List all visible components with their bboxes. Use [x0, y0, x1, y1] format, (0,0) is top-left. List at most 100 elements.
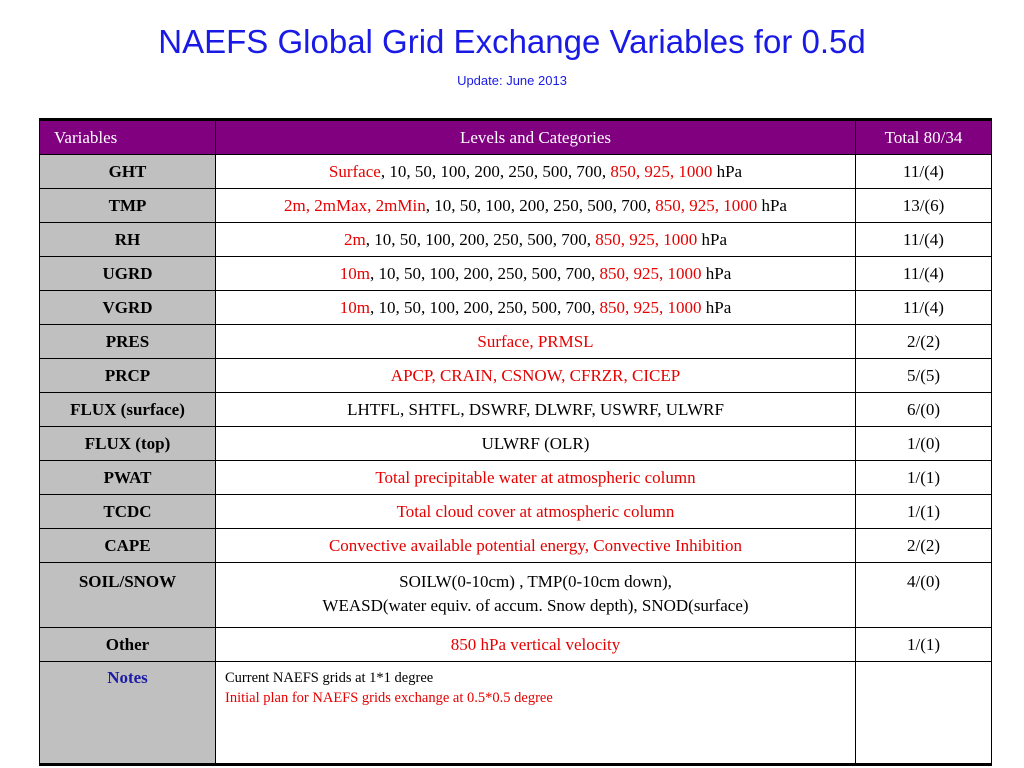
total-cell: 11/(4) [855, 256, 992, 291]
total-cell: 11/(4) [855, 222, 992, 257]
highlighted-text: 850, 925, 1000 [599, 297, 702, 317]
highlighted-text: APCP, CRAIN, CSNOW, CFRZR, CICEP [390, 365, 681, 385]
table-row: VGRD 10m, 10, 50, 100, 200, 250, 500, 700… [39, 290, 992, 325]
levels-cell: Surface, PRMSL [215, 324, 856, 359]
levels-cell: SOILW(0-10cm) , TMP(0-10cm down), WEASD(… [215, 562, 856, 628]
plain-text: hPa [712, 161, 743, 181]
levels-cell: Total precipitable water at atmospheric … [215, 460, 856, 495]
highlighted-text: Surface, PRMSL [477, 331, 594, 351]
levels-cell: 2m, 2mMax, 2mMin, 10, 50, 100, 200, 250,… [215, 188, 856, 223]
total-cell: 1/(0) [855, 426, 992, 461]
variable-cell: CAPE [39, 528, 216, 563]
highlighted-text: 850, 925, 1000 [655, 195, 758, 215]
plain-text: LHTFL, SHTFL, DSWRF, DLWRF, USWRF, ULWRF [347, 399, 724, 419]
table-row: PWAT Total precipitable water at atmosphe… [39, 460, 992, 495]
highlighted-text: 850, 925, 1000 [610, 161, 713, 181]
highlighted-text: 10m [339, 297, 370, 317]
total-cell: 5/(5) [855, 358, 992, 393]
highlighted-text: Surface [328, 161, 381, 181]
plain-text: , 10, 50, 100, 200, 250, 500, 700, [380, 161, 611, 181]
table-row-other: Other 850 hPa vertical velocity 1/(1) [39, 627, 992, 662]
levels-cell: APCP, CRAIN, CSNOW, CFRZR, CICEP [215, 358, 856, 393]
total-cell: 1/(1) [855, 460, 992, 495]
table-row: FLUX (top) ULWRF (OLR) 1/(0) [39, 426, 992, 461]
variable-cell: PRES [39, 324, 216, 359]
levels-cell: Total cloud cover at atmospheric column [215, 494, 856, 529]
plain-text: hPa [701, 263, 732, 283]
total-cell: 6/(0) [855, 392, 992, 427]
variable-cell: RH [39, 222, 216, 257]
notes-cell: Current NAEFS grids at 1*1 degree Initia… [215, 661, 856, 765]
table-row: GHT Surface, 10, 50, 100, 200, 250, 500, … [39, 154, 992, 189]
highlighted-text: Total cloud cover at atmospheric column [396, 501, 675, 521]
plain-text: , 10, 50, 100, 200, 250, 500, 700, [369, 297, 600, 317]
levels-line: WEASD(water equiv. of accum. Snow depth)… [322, 596, 749, 615]
levels-line: SOILW(0-10cm) , TMP(0-10cm down), [399, 572, 672, 591]
highlighted-text: Total precipitable water at atmospheric … [375, 467, 696, 487]
plain-text: hPa [697, 229, 727, 249]
variable-cell: PRCP [39, 358, 216, 393]
table-row: FLUX (surface) LHTFL, SHTFL, DSWRF, DLWRF… [39, 392, 992, 427]
update-date: Update: June 2013 [457, 73, 567, 88]
table-row: CAPE Convective available potential energ… [39, 528, 992, 563]
levels-cell: 850 hPa vertical velocity [215, 627, 856, 662]
total-cell: 11/(4) [855, 154, 992, 189]
total-cell [855, 661, 992, 765]
notes-line: Current NAEFS grids at 1*1 degree [225, 670, 434, 686]
header-total: Total 80/34 [855, 119, 992, 155]
variable-cell: GHT [39, 154, 216, 189]
table-row: PRES Surface, PRMSL 2/(2) [39, 324, 992, 359]
levels-cell: 10m, 10, 50, 100, 200, 250, 500, 700, 85… [215, 290, 856, 325]
highlighted-text: Convective available potential energy, C… [328, 535, 743, 555]
highlighted-text: 10m [339, 263, 370, 283]
total-cell: 4/(0) [855, 562, 992, 628]
table-row-soil-snow: SOIL/SNOW SOILW(0-10cm) , TMP(0-10cm dow… [39, 562, 992, 628]
levels-cell: 10m, 10, 50, 100, 200, 250, 500, 700, 85… [215, 256, 856, 291]
table-row: PRCP APCP, CRAIN, CSNOW, CFRZR, CICEP 5/(5… [39, 358, 992, 393]
plain-text: , 10, 50, 100, 200, 250, 500, 700, [425, 195, 656, 215]
variable-cell: TCDC [39, 494, 216, 529]
variable-cell: UGRD [39, 256, 216, 291]
page-title: NAEFS Global Grid Exchange Variables for… [158, 23, 866, 60]
levels-cell: 2m, 10, 50, 100, 200, 250, 500, 700, 850… [215, 222, 856, 257]
variable-cell: SOIL/SNOW [39, 562, 216, 628]
notes-line: Initial plan for NAEFS grids exchange at… [225, 690, 553, 706]
plain-text: hPa [757, 195, 787, 215]
plain-text: , 10, 50, 100, 200, 250, 500, 700, [365, 229, 596, 249]
variable-cell: Other [39, 627, 216, 662]
table-row: UGRD 10m, 10, 50, 100, 200, 250, 500, 700… [39, 256, 992, 291]
variable-cell: PWAT [39, 460, 216, 495]
variable-cell: FLUX (surface) [39, 392, 216, 427]
notes-label: Notes [39, 661, 216, 765]
levels-cell: LHTFL, SHTFL, DSWRF, DLWRF, USWRF, ULWRF [215, 392, 856, 427]
variables-table: Variables Levels and Categories Total 80… [39, 118, 992, 766]
highlighted-text: 2m, 2mMax, 2mMin [284, 195, 426, 215]
table-row: TCDC Total cloud cover at atmospheric col… [39, 494, 992, 529]
total-cell: 2/(2) [855, 324, 992, 359]
table-row: TMP 2m, 2mMax, 2mMin, 10, 50, 100, 200, 2… [39, 188, 992, 223]
plain-text: , 10, 50, 100, 200, 250, 500, 700, [369, 263, 600, 283]
header-row: Variables Levels and Categories Total 80… [39, 119, 992, 155]
highlighted-text: 850, 925, 1000 [599, 263, 702, 283]
table-row: RH 2m, 10, 50, 100, 200, 250, 500, 700, 8… [39, 222, 992, 257]
total-cell: 1/(1) [855, 627, 992, 662]
total-cell: 11/(4) [855, 290, 992, 325]
levels-cell: Surface, 10, 50, 100, 200, 250, 500, 700… [215, 154, 856, 189]
total-cell: 1/(1) [855, 494, 992, 529]
variable-cell: FLUX (top) [39, 426, 216, 461]
header-variables: Variables [39, 119, 216, 155]
variable-cell: VGRD [39, 290, 216, 325]
plain-text: ULWRF (OLR) [481, 433, 590, 453]
highlighted-text: 2m [344, 229, 366, 249]
table-body: GHT Surface, 10, 50, 100, 200, 250, 500, … [39, 154, 992, 765]
header-levels: Levels and Categories [215, 119, 856, 155]
total-cell: 2/(2) [855, 528, 992, 563]
levels-cell: ULWRF (OLR) [215, 426, 856, 461]
levels-cell: Convective available potential energy, C… [215, 528, 856, 563]
table-header: Variables Levels and Categories Total 80… [39, 119, 992, 155]
highlighted-text: 850, 925, 1000 [595, 229, 698, 249]
total-cell: 13/(6) [855, 188, 992, 223]
plain-text: hPa [701, 297, 732, 317]
variable-cell: TMP [39, 188, 216, 223]
table-row-notes: Notes Current NAEFS grids at 1*1 degree … [39, 661, 992, 765]
